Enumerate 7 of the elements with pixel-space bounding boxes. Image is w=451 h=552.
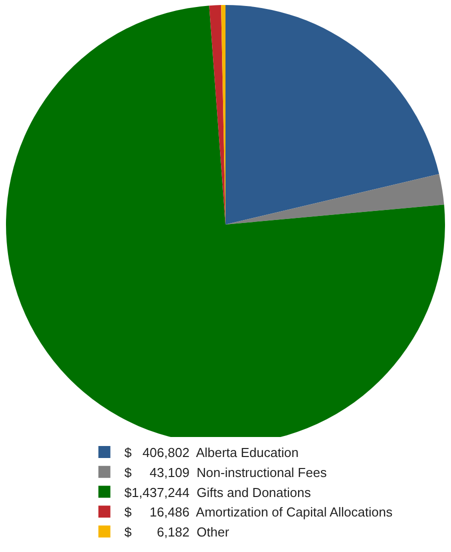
legend-label: $ 406,802 Alberta Education <box>124 445 299 460</box>
legend-label: $ 6,182 Other <box>124 524 230 540</box>
pie-slice <box>226 5 440 225</box>
legend-label: $ 43,109 Non-instructional Fees <box>124 464 328 480</box>
legend-label: $ 16,486 Amortization of Capital Allocations <box>124 504 393 520</box>
pie-slice <box>226 174 444 225</box>
legend-label: $1,437,244 Gifts and Donations <box>124 484 312 500</box>
